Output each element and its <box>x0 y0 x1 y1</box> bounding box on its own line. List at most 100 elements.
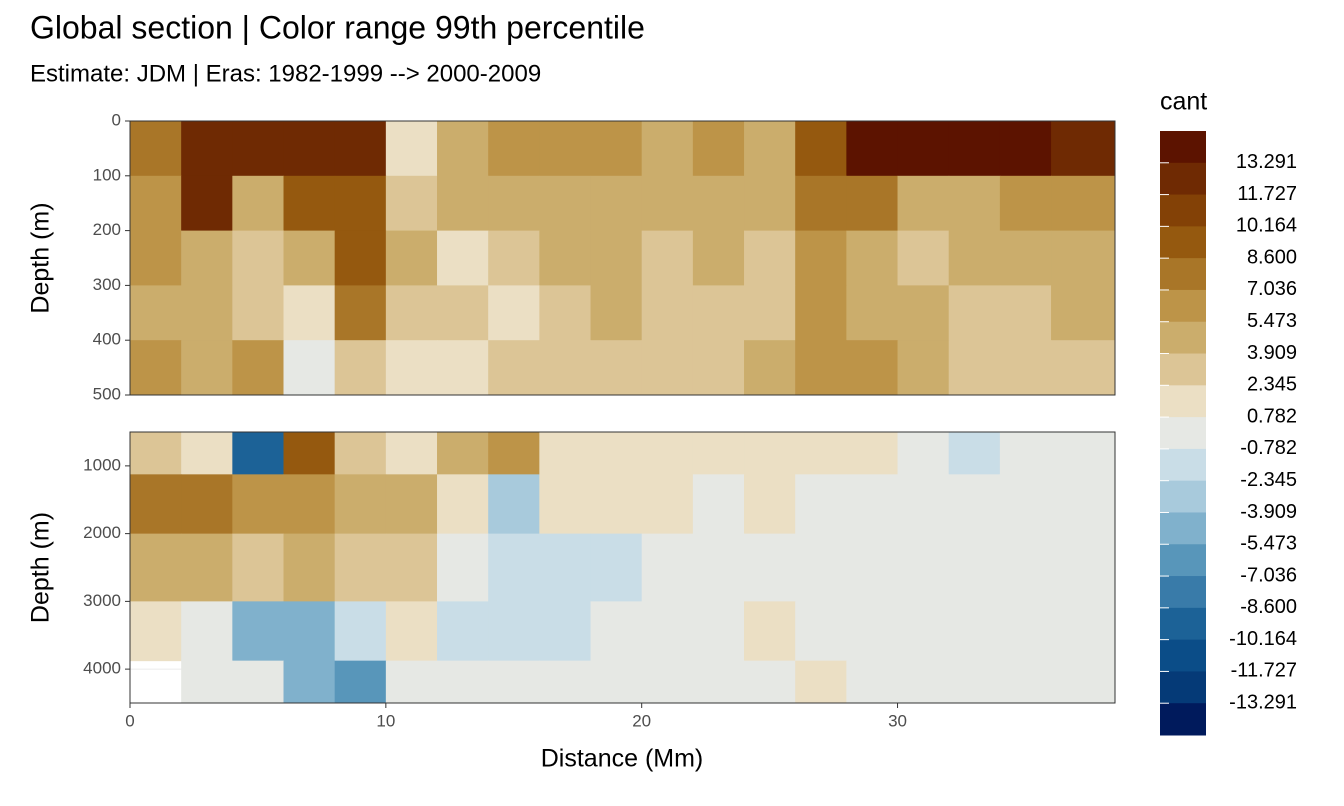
contour-cell <box>999 285 1052 341</box>
contour-cell <box>846 340 899 396</box>
contour-cell <box>744 175 796 232</box>
contour-cell <box>948 601 1001 662</box>
contour-cell <box>999 660 1052 704</box>
legend-label: 13.291 <box>1236 151 1297 173</box>
contour-cell <box>999 175 1052 232</box>
contour-cell <box>283 660 336 704</box>
contour-cell <box>846 660 899 704</box>
contour-cell <box>181 474 233 535</box>
contour-cell <box>385 175 438 232</box>
x-tick-label: 10 <box>376 711 395 730</box>
contour-cell <box>539 340 592 396</box>
legend-label: 2.345 <box>1247 374 1297 396</box>
contour-cell <box>539 175 592 232</box>
x-tick-label: 0 <box>125 711 134 730</box>
contour-cell <box>846 175 899 232</box>
contour-cell <box>641 175 694 232</box>
contour-cell <box>385 474 438 535</box>
contour-cell <box>692 285 745 341</box>
contour-cell <box>232 533 285 602</box>
contour-cell <box>897 474 950 535</box>
contour-cell <box>692 533 745 602</box>
y-axis-title: Depth (m) <box>27 202 55 313</box>
contour-cell <box>846 432 899 475</box>
colorbar-swatch <box>1160 671 1206 704</box>
contour-cell <box>283 533 336 602</box>
y-tick-label: 1000 <box>83 455 121 474</box>
contour-cell <box>385 230 438 286</box>
contour-cell <box>897 660 950 704</box>
contour-cell <box>488 340 540 396</box>
contour-cell <box>948 533 1001 602</box>
contour-cell <box>948 474 1001 535</box>
contour-cell <box>130 175 182 232</box>
contour-cell <box>1051 474 1116 535</box>
contour-cell <box>1051 230 1116 286</box>
colorbar-swatch <box>1160 480 1206 513</box>
contour-cell <box>590 285 643 341</box>
contour-cell <box>334 432 387 475</box>
contour-cell <box>897 230 950 286</box>
contour-cell <box>641 533 694 602</box>
y-tick-label: 200 <box>93 220 121 239</box>
colorbar-swatch <box>1160 289 1206 323</box>
contour-cell <box>334 601 387 662</box>
legend-label: -3.909 <box>1240 501 1297 523</box>
legend-label: 11.727 <box>1237 183 1297 205</box>
contour-cell <box>999 340 1052 396</box>
x-tick-label: 30 <box>888 711 907 730</box>
contour-cell <box>130 601 182 662</box>
legend-label: 5.473 <box>1247 310 1297 332</box>
contour-cell <box>795 474 847 535</box>
contour-cell <box>846 474 899 535</box>
contour-cell <box>385 660 438 704</box>
legend-label: -13.291 <box>1229 691 1297 713</box>
contour-cell <box>181 121 233 177</box>
contour-cell <box>948 230 1001 286</box>
contour-cell <box>437 660 489 704</box>
contour-cell <box>692 230 745 286</box>
contour-cell <box>795 601 847 662</box>
contour-cell <box>795 340 847 396</box>
legend-label: -8.600 <box>1240 596 1297 618</box>
contour-cell <box>692 474 745 535</box>
contour-cell <box>488 230 540 286</box>
y-tick-label: 0 <box>112 110 121 129</box>
contour-cell <box>744 121 796 177</box>
colorbar-swatch <box>1160 321 1206 355</box>
contour-cell <box>744 533 796 602</box>
chart-subtitle: Estimate: JDM | Eras: 1982-1999 --> 2000… <box>30 60 541 87</box>
contour-cell <box>744 340 796 396</box>
contour-cell <box>641 285 694 341</box>
contour-cell <box>744 474 796 535</box>
contour-cell <box>897 285 950 341</box>
contour-cell <box>590 533 643 602</box>
colorbar-swatch <box>1160 448 1206 482</box>
contour-cell <box>181 660 233 704</box>
contour-cell <box>1051 533 1116 602</box>
contour-cell <box>181 285 233 341</box>
contour-cell <box>795 121 847 177</box>
contour-cell <box>539 230 592 286</box>
contour-cell <box>999 533 1052 602</box>
contour-cell <box>641 474 694 535</box>
contour-cell <box>641 340 694 396</box>
legend-label: -10.164 <box>1229 628 1297 650</box>
colorbar-swatch <box>1160 258 1206 291</box>
contour-cell <box>130 285 182 341</box>
contour-cell <box>437 121 489 177</box>
colorbar-swatch <box>1160 417 1206 450</box>
contour-cell <box>488 432 540 475</box>
contour-cell <box>232 660 285 704</box>
contour-cell <box>232 601 285 662</box>
contour-cell <box>641 230 694 286</box>
contour-cell <box>130 230 182 286</box>
contour-cell <box>385 432 438 475</box>
contour-cell <box>999 601 1052 662</box>
contour-cell <box>641 601 694 662</box>
legend-label: 0.782 <box>1247 405 1297 427</box>
contour-cell <box>948 121 1001 177</box>
contour-cell <box>385 533 438 602</box>
x-axis-title: Distance (Mm) <box>541 745 704 773</box>
